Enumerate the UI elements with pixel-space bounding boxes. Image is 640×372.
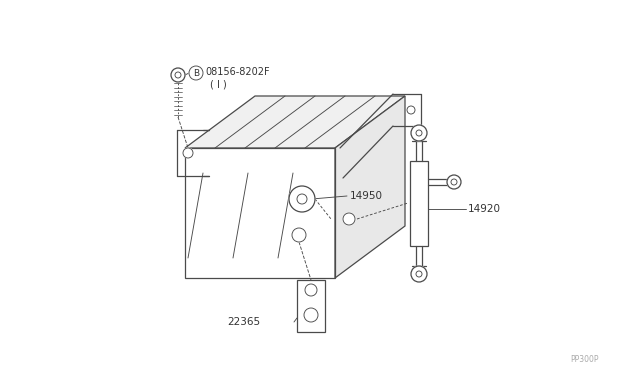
Circle shape bbox=[343, 213, 355, 225]
Circle shape bbox=[292, 228, 306, 242]
Text: 08156-8202F: 08156-8202F bbox=[205, 67, 269, 77]
Circle shape bbox=[411, 266, 427, 282]
Text: PP300P: PP300P bbox=[570, 356, 598, 365]
Circle shape bbox=[407, 106, 415, 114]
Circle shape bbox=[411, 125, 427, 141]
Text: 14920: 14920 bbox=[468, 204, 501, 214]
Circle shape bbox=[304, 308, 318, 322]
Polygon shape bbox=[335, 96, 405, 278]
Text: 22365: 22365 bbox=[227, 317, 260, 327]
Circle shape bbox=[305, 284, 317, 296]
Text: 14950: 14950 bbox=[350, 191, 383, 201]
Text: B: B bbox=[193, 68, 199, 77]
Circle shape bbox=[189, 66, 203, 80]
Circle shape bbox=[447, 175, 461, 189]
Circle shape bbox=[297, 194, 307, 204]
Text: ( I ): ( I ) bbox=[210, 79, 227, 89]
Circle shape bbox=[171, 68, 185, 82]
Circle shape bbox=[183, 148, 193, 158]
Circle shape bbox=[289, 186, 315, 212]
Polygon shape bbox=[185, 96, 405, 148]
